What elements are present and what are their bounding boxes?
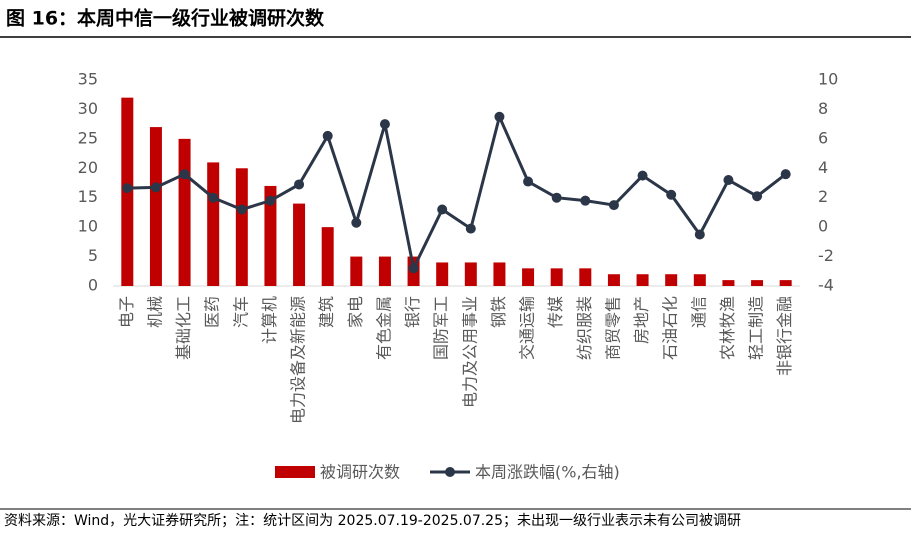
bar <box>293 203 306 286</box>
bar <box>722 280 735 286</box>
line-marker <box>351 217 362 228</box>
legend-marker <box>445 467 456 477</box>
line-marker <box>379 119 390 130</box>
x-tick-label: 轻工制造 <box>747 296 766 360</box>
x-tick-label: 交通运输 <box>518 296 537 360</box>
y-tick-label: 20 <box>78 158 98 177</box>
x-tick-label: 通信 <box>689 296 708 328</box>
y2-tick-label: -4 <box>818 276 834 295</box>
line-marker <box>322 130 333 141</box>
bar <box>693 274 706 286</box>
line-marker <box>694 229 705 240</box>
legend-label: 本周涨跌幅(%,右轴) <box>475 463 620 482</box>
line-marker <box>752 191 763 202</box>
bar <box>779 280 792 286</box>
line-marker <box>265 195 276 206</box>
y-tick-label: 35 <box>78 70 98 89</box>
x-tick-label: 基础化工 <box>174 296 193 360</box>
x-tick-label: 国防军工 <box>432 296 451 360</box>
line-marker <box>150 182 161 193</box>
y-tick-label: 5 <box>88 246 98 265</box>
y2-tick-label: 0 <box>818 217 828 236</box>
x-tick-label: 建筑 <box>317 296 336 328</box>
bar <box>264 185 277 286</box>
x-tick-label: 纺织服装 <box>575 296 594 360</box>
y2-tick-label: 8 <box>818 99 828 118</box>
x-tick-label: 有色金属 <box>374 296 393 360</box>
x-tick-label: 房地产 <box>632 296 651 344</box>
bar <box>350 256 363 286</box>
bar <box>751 280 764 286</box>
line-marker <box>637 170 648 181</box>
bar <box>579 268 592 286</box>
line-marker <box>608 200 619 211</box>
bar <box>436 262 449 286</box>
line-marker <box>208 192 219 203</box>
line-marker <box>580 195 591 206</box>
x-tick-label: 电力设备及新能源 <box>289 296 308 424</box>
y2-tick-label: -2 <box>818 246 834 265</box>
x-tick-label: 传媒 <box>546 296 565 328</box>
source-note: 资料来源：Wind，光大证券研究所；注：统计区间为 2025.07.19-202… <box>4 513 741 529</box>
line-marker <box>666 189 677 200</box>
bar <box>149 127 162 286</box>
y-tick-label: 30 <box>78 99 98 118</box>
x-tick-label: 石油石化 <box>661 296 680 360</box>
y2-tick-label: 6 <box>818 128 828 147</box>
bar <box>607 274 620 286</box>
bar <box>493 262 506 286</box>
bar <box>464 262 477 286</box>
bar <box>636 274 649 286</box>
y-tick-label: 25 <box>78 128 98 147</box>
x-tick-label: 农林牧渔 <box>718 296 737 360</box>
bar <box>665 274 678 286</box>
line-marker <box>494 111 505 122</box>
x-tick-label: 银行 <box>403 296 422 328</box>
line-marker <box>523 176 534 187</box>
y-tick-label: 0 <box>88 276 98 295</box>
x-tick-label: 汽车 <box>231 296 250 328</box>
legend-swatch <box>275 466 315 478</box>
y-tick-label: 15 <box>78 187 98 206</box>
line-marker <box>294 179 305 190</box>
line-marker <box>465 223 476 234</box>
line-marker <box>723 175 734 186</box>
bar <box>321 227 334 286</box>
x-tick-label: 商贸零售 <box>603 296 622 360</box>
x-tick-label: 电子 <box>117 296 136 328</box>
line-marker <box>551 192 562 203</box>
line-marker <box>179 169 190 180</box>
bar <box>522 268 535 286</box>
x-tick-label: 家电 <box>346 296 365 328</box>
line-marker <box>780 169 791 180</box>
legend-label: 被调研次数 <box>320 463 400 482</box>
y2-tick-label: 10 <box>818 70 838 89</box>
line-marker <box>122 183 133 194</box>
bar <box>378 256 391 286</box>
line-marker <box>408 263 419 274</box>
bar <box>178 138 191 286</box>
line <box>127 112 787 274</box>
chart-title: 图 16：本周中信一级行业被调研次数 <box>6 7 325 30</box>
x-tick-label: 钢铁 <box>489 296 508 328</box>
bar <box>235 168 248 286</box>
x-tick-label: 医药 <box>203 296 222 328</box>
y-tick-label: 10 <box>78 217 98 236</box>
x-tick-label: 非银行金融 <box>775 296 794 376</box>
bar <box>207 162 220 286</box>
line-marker <box>236 204 247 215</box>
bar <box>550 268 563 286</box>
y2-tick-label: 4 <box>818 158 828 177</box>
x-tick-label: 电力及公用事业 <box>460 296 479 408</box>
x-tick-label: 机械 <box>145 296 164 328</box>
y2-tick-label: 2 <box>818 187 828 206</box>
line-marker <box>437 204 448 215</box>
x-tick-label: 计算机 <box>260 296 279 344</box>
